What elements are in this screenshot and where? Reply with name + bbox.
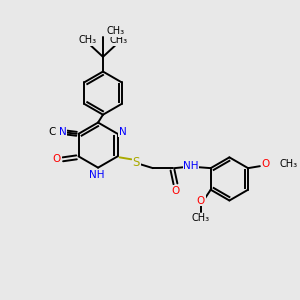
Text: S: S — [133, 156, 140, 169]
Text: N: N — [118, 127, 126, 137]
Text: O: O — [262, 159, 270, 169]
Text: NH: NH — [89, 170, 105, 181]
Text: CH₃: CH₃ — [110, 35, 128, 45]
Text: C: C — [48, 127, 56, 137]
Text: O: O — [53, 154, 61, 164]
Text: NH: NH — [183, 161, 199, 171]
Text: N: N — [59, 127, 67, 137]
Text: CH₃: CH₃ — [280, 159, 298, 169]
Text: CH₃: CH₃ — [107, 26, 125, 36]
Text: O: O — [197, 196, 205, 206]
Text: CH₃: CH₃ — [192, 213, 210, 223]
Text: O: O — [171, 186, 180, 196]
Text: CH₃: CH₃ — [78, 35, 96, 45]
